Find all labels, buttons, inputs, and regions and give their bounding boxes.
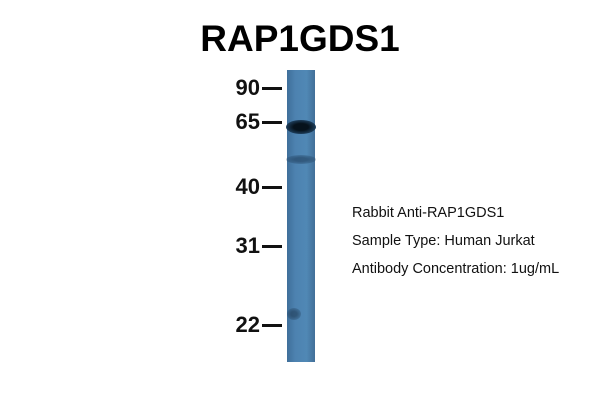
- marker-tick: [262, 121, 282, 124]
- marker-label: 22: [235, 312, 260, 337]
- marker-label: 65: [235, 109, 260, 134]
- marker-label: 31: [235, 233, 260, 258]
- marker-40: 40: [200, 175, 282, 199]
- blot-lane: [286, 70, 316, 362]
- marker-tick: [262, 324, 282, 327]
- marker-65: 65: [200, 110, 282, 134]
- marker-label: 90: [235, 75, 260, 100]
- concentration-label: Antibody Concentration: 1ug/mL: [352, 261, 560, 277]
- marker-31: 31: [200, 234, 282, 258]
- figure-title: RAP1GDS1: [200, 18, 400, 59]
- marker-label: 40: [235, 174, 260, 199]
- faint-band: [287, 308, 301, 320]
- marker-tick: [262, 186, 282, 189]
- marker-tick: [262, 87, 282, 90]
- sample-type-label: Sample Type: Human Jurkat: [352, 233, 535, 249]
- faint-band: [286, 155, 316, 164]
- marker-90: 90: [200, 76, 282, 100]
- main-band: [286, 120, 316, 134]
- marker-22: 22: [200, 313, 282, 337]
- antibody-label: Rabbit Anti-RAP1GDS1: [352, 205, 505, 221]
- marker-tick: [262, 245, 282, 248]
